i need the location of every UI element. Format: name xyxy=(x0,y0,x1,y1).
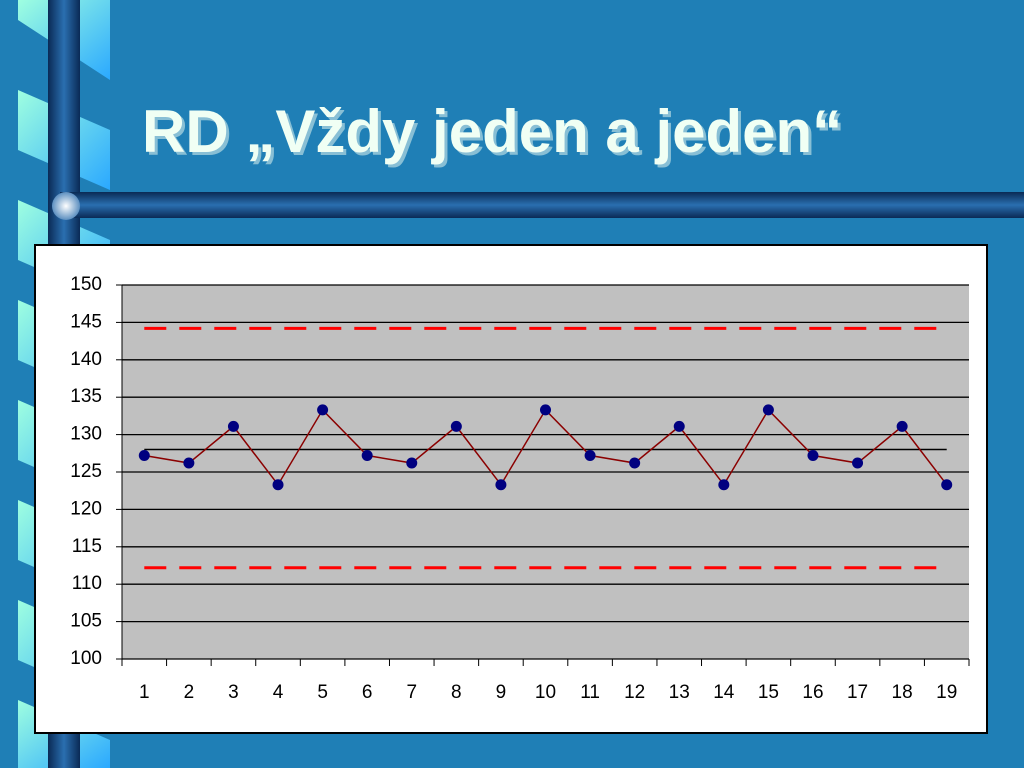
y-tick-label: 145 xyxy=(70,311,102,332)
x-tick-label: 2 xyxy=(184,682,195,703)
data-point xyxy=(317,404,329,416)
data-point xyxy=(406,457,418,469)
x-tick-label: 19 xyxy=(936,682,957,703)
y-tick-label: 105 xyxy=(70,611,102,632)
data-point xyxy=(673,420,685,432)
x-tick-label: 9 xyxy=(496,682,507,703)
y-tick-label: 130 xyxy=(70,424,102,445)
x-tick-label: 5 xyxy=(317,682,328,703)
x-tick-label: 3 xyxy=(228,682,239,703)
y-tick-label: 100 xyxy=(70,648,102,669)
data-point xyxy=(495,479,507,491)
data-point xyxy=(807,450,819,462)
data-point xyxy=(896,420,908,432)
y-tick-label: 140 xyxy=(70,349,102,370)
y-tick-label: 115 xyxy=(72,536,102,557)
x-tick-label: 1 xyxy=(139,682,150,703)
x-tick-label: 15 xyxy=(758,682,779,703)
x-tick-label: 11 xyxy=(580,682,600,703)
x-tick-label: 6 xyxy=(362,682,373,703)
x-tick-label: 14 xyxy=(713,682,735,703)
data-point xyxy=(227,420,239,432)
data-point xyxy=(540,404,551,416)
x-tick-label: 8 xyxy=(451,682,462,703)
data-point xyxy=(941,479,953,491)
y-tick-label: 135 xyxy=(70,386,102,407)
x-tick-label: 17 xyxy=(847,682,868,703)
y-tick-label: 120 xyxy=(70,498,102,519)
y-tick-label: 125 xyxy=(70,461,102,482)
x-tick-label: 18 xyxy=(892,682,913,703)
title-shadow: RD „Vždy jeden a jeden“ xyxy=(145,101,845,168)
x-tick-label: 13 xyxy=(669,682,690,703)
x-tick-label: 10 xyxy=(535,682,556,703)
data-point xyxy=(629,457,641,469)
data-point xyxy=(183,457,195,469)
x-tick-label: 16 xyxy=(802,682,823,703)
data-point xyxy=(272,479,284,491)
data-point xyxy=(584,450,596,462)
x-tick-label: 7 xyxy=(406,682,417,703)
data-point xyxy=(762,404,774,416)
x-tick-label: 12 xyxy=(624,682,645,703)
data-point xyxy=(138,450,150,462)
y-tick-label: 110 xyxy=(72,573,102,594)
x-tick-label: 4 xyxy=(273,682,284,703)
data-point xyxy=(361,450,373,462)
y-tick-label: 150 xyxy=(70,274,102,295)
chart-title: RD „Vždy jeden a jeden“ xyxy=(142,98,842,165)
data-point xyxy=(852,457,864,469)
data-point xyxy=(450,420,462,432)
data-point xyxy=(718,479,730,491)
